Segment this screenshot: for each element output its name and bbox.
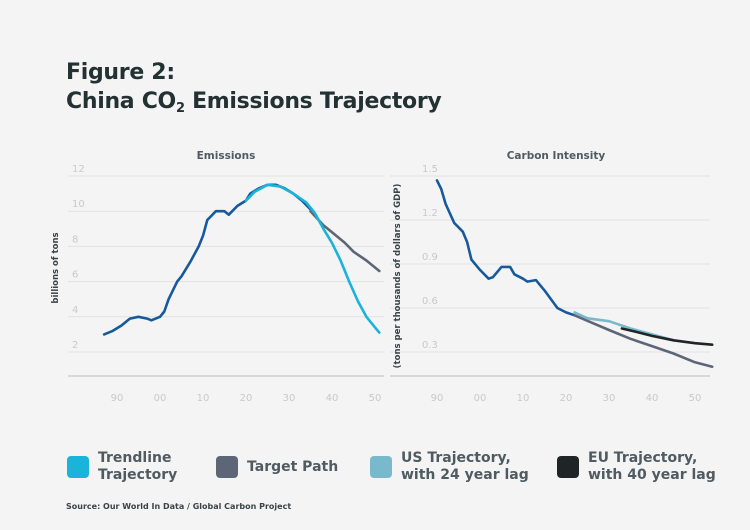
x-tick-label: 30 (603, 393, 616, 404)
series-line-historical (102, 183, 312, 336)
y-tick-label: 0.3 (422, 340, 438, 351)
series-line-trendline (244, 183, 381, 334)
y-tick-label: 1.2 (422, 208, 438, 219)
legend-swatch-target (216, 456, 238, 478)
y-tick-label: 0.9 (422, 252, 438, 263)
series-line-historical (435, 179, 576, 317)
source-note: Source: Our World In Data / Global Carbo… (66, 502, 292, 511)
x-tick-label: 30 (283, 393, 296, 404)
y-tick-label: 6 (72, 270, 78, 281)
x-tick-label: 10 (197, 393, 210, 404)
y-axis-label: (tons per thousands of dollars of GDP) (393, 184, 403, 369)
chart-0: Emissions 2 4 6 8 10 12 90 00 10 20 30 40 50 billions … (51, 150, 384, 404)
legend-trendline: Trendline Trajectory (67, 450, 177, 484)
legend-eu: EU Trajectory, with 40 year lag (557, 450, 716, 484)
figure-title: Figure 2: China CO2 Emissions Trajectory (66, 58, 442, 123)
y-tick-label: 4 (72, 305, 78, 316)
title-subscript: 2 (175, 101, 185, 116)
figure-subtitle: China CO2 Emissions Trajectory (66, 87, 442, 123)
x-tick-label: 20 (240, 393, 253, 404)
series-line-target (573, 314, 714, 368)
legend-label: Target Path (247, 458, 339, 475)
x-tick-label: 90 (111, 393, 124, 404)
x-tick-label: 90 (431, 393, 444, 404)
legend-swatch-trendline (67, 456, 89, 478)
x-tick-label: 00 (474, 393, 487, 404)
x-tick-label: 40 (326, 393, 339, 404)
x-tick-label: 00 (154, 393, 167, 404)
y-axis-label: billions of tons (51, 232, 61, 303)
chart-title: Emissions (197, 150, 256, 162)
title-text: China CO (66, 89, 176, 114)
chart-1: Carbon Intensity 0.3 0.6 0.9 1.2 1.5 90 00 10 20 3… (390, 150, 714, 404)
y-tick-label: 2 (72, 340, 78, 351)
y-tick-label: 0.6 (422, 296, 438, 307)
legend-label: US Trajectory, with 24 year lag (401, 450, 529, 483)
y-tick-label: 10 (72, 199, 85, 210)
legend-target: Target Path (216, 450, 338, 484)
y-tick-label: 1.5 (422, 164, 438, 175)
legend-label: Trendline Trajectory (98, 450, 178, 483)
title-text-suffix: Emissions Trajectory (184, 89, 442, 114)
series-line-target (309, 209, 381, 273)
x-tick-label: 40 (646, 393, 659, 404)
figure-number: Figure 2: (66, 60, 175, 85)
y-tick-label: 8 (72, 234, 78, 245)
x-tick-label: 10 (517, 393, 530, 404)
x-tick-label: 20 (560, 393, 573, 404)
legend-swatch-eu (557, 456, 579, 478)
chart-title: Carbon Intensity (507, 150, 606, 162)
x-tick-label: 50 (369, 393, 382, 404)
legend-us: US Trajectory, with 24 year lag (370, 450, 529, 484)
series-line-eu (620, 327, 714, 346)
y-tick-label: 12 (72, 164, 85, 175)
legend-swatch-us (370, 456, 392, 478)
x-tick-label: 50 (689, 393, 702, 404)
legend-label: EU Trajectory, with 40 year lag (588, 450, 716, 483)
